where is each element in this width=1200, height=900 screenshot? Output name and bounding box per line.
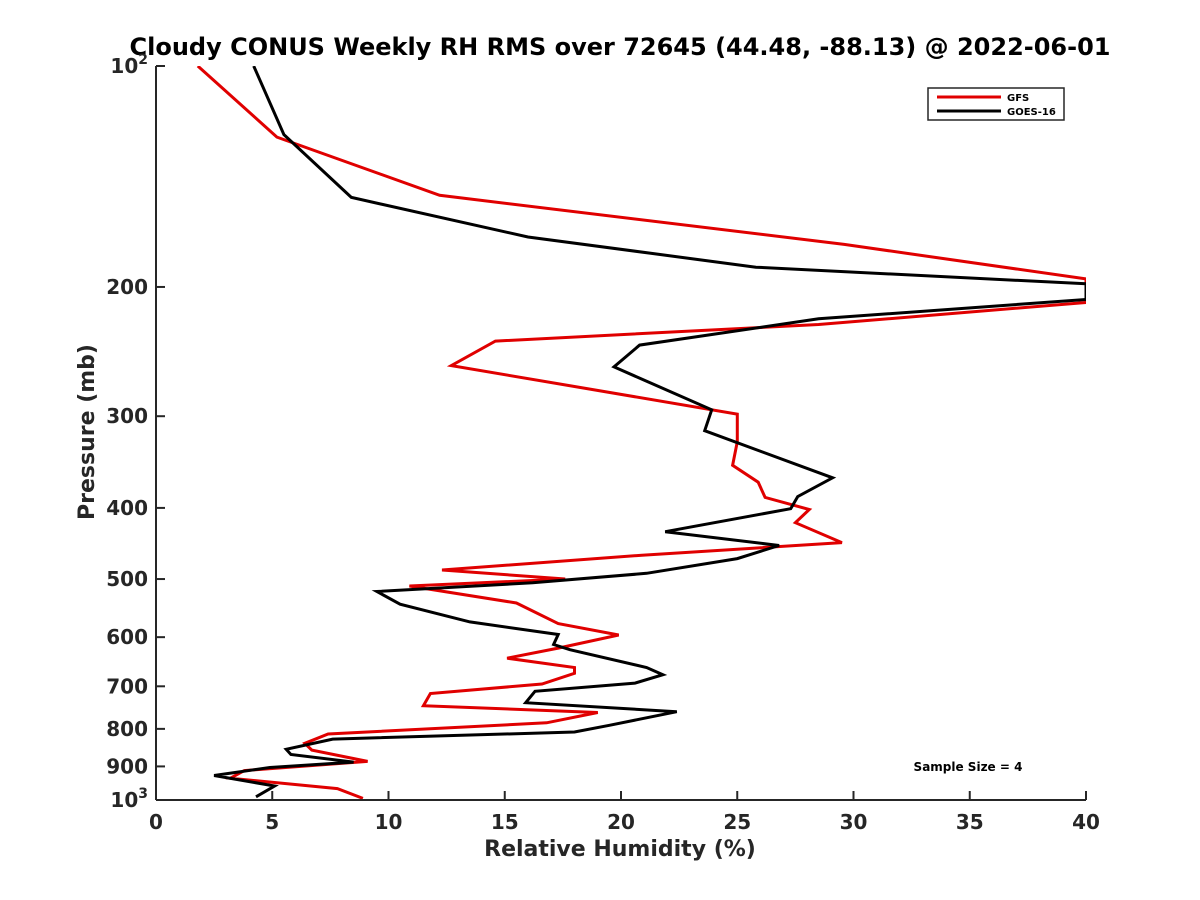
plot-background — [156, 66, 1086, 800]
sample-size-annotation: Sample Size = 4 — [914, 760, 1023, 774]
x-axis-label: Relative Humidity (%) — [484, 837, 756, 862]
x-tick-label: 15 — [491, 810, 519, 834]
legend-label: GOES-16 — [1007, 107, 1056, 118]
y-axis-label: Pressure (mb) — [75, 344, 100, 520]
x-tick-label: 5 — [265, 810, 279, 834]
x-tick-label: 40 — [1072, 810, 1100, 834]
series-layer — [196, 66, 1086, 800]
x-tick-label: 30 — [840, 810, 868, 834]
series-line-gfs — [196, 66, 1086, 800]
y-tick-label: 700 — [106, 674, 148, 698]
y-tick-label: 103 — [110, 786, 148, 812]
y-tick-label: 900 — [106, 754, 148, 778]
x-tick-label: 25 — [723, 810, 751, 834]
y-tick-label: 800 — [106, 717, 148, 741]
x-tick-label: 35 — [956, 810, 984, 834]
legend-label: GFS — [1007, 93, 1029, 104]
x-tick-label: 20 — [607, 810, 635, 834]
legend: GFS GOES-16 — [927, 87, 1065, 121]
y-tick-label: 500 — [106, 567, 148, 591]
series-line-goes-16 — [213, 66, 1086, 799]
axes-layer: 0 5 10 15 20 25 30 35 40 102 200 300 400 500 600 700 800… — [106, 52, 1100, 834]
y-tick-label: 200 — [106, 275, 148, 299]
y-tick-label: 600 — [106, 625, 148, 649]
y-tick-label: 102 — [110, 52, 148, 78]
chart-title: Cloudy CONUS Weekly RH RMS over 72645 (4… — [130, 33, 1111, 61]
y-tick-label: 400 — [106, 496, 148, 520]
x-tick-label: 10 — [375, 810, 403, 834]
y-tick-label: 300 — [106, 404, 148, 428]
x-tick-label: 0 — [149, 810, 163, 834]
legend-box — [927, 87, 1065, 121]
plot-area — [156, 66, 1086, 800]
